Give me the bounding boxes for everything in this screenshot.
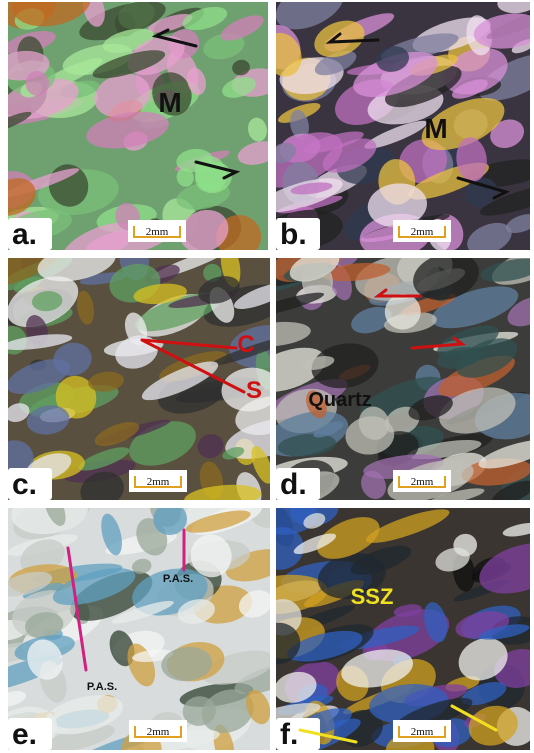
annotation: S (246, 377, 262, 404)
panel-label: e. (12, 718, 37, 751)
micrograph-panel: d. 2mm Quartz (240, 231, 534, 519)
panel-label: d. (280, 468, 307, 501)
panel-label: c. (12, 468, 37, 501)
scale-bar-text: 2mm (411, 726, 434, 738)
micrograph-panel: f. 2mm SSZ (233, 489, 534, 753)
panel-label: b. (280, 218, 307, 251)
panel-label: f. (280, 718, 298, 751)
annotation: M (424, 113, 447, 144)
scale-bar-text: 2mm (411, 226, 434, 238)
scale-bar-text: 2mm (147, 726, 170, 738)
annotation: P.A.S. (163, 573, 193, 585)
annotation: P.A.S. (87, 681, 117, 693)
annotation: Quartz (308, 389, 371, 411)
annotation: C (237, 331, 254, 358)
micrograph-panel: e. 2mm P.A.S. P.A.S. (0, 482, 303, 753)
micrograph-panel: c. 2mm CS (0, 237, 313, 513)
scale-bar-text: 2mm (411, 476, 434, 488)
micrograph-panel: a. 2mm M (0, 0, 283, 275)
annotation: SSZ (351, 584, 394, 609)
scale-bar-text: 2mm (147, 476, 170, 488)
annotation: M (158, 87, 181, 118)
scale-bar-text: 2mm (146, 226, 169, 238)
micrograph-panel: b. 2mm M (244, 0, 534, 263)
panel-label: a. (12, 218, 37, 251)
figure: a. 2mm Mb. 2mm Mc. 2mm CSd. 2mm Quartz e. 2mm P.A.S… (0, 0, 534, 753)
